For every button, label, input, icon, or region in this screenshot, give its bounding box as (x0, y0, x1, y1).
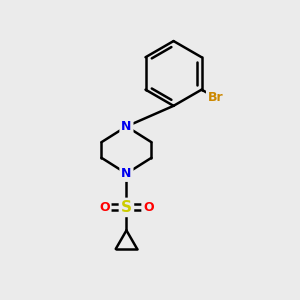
Text: O: O (143, 201, 154, 214)
Text: O: O (99, 201, 110, 214)
Text: Br: Br (208, 91, 224, 104)
Text: N: N (121, 120, 132, 133)
Text: N: N (121, 167, 132, 180)
Text: S: S (121, 200, 132, 215)
